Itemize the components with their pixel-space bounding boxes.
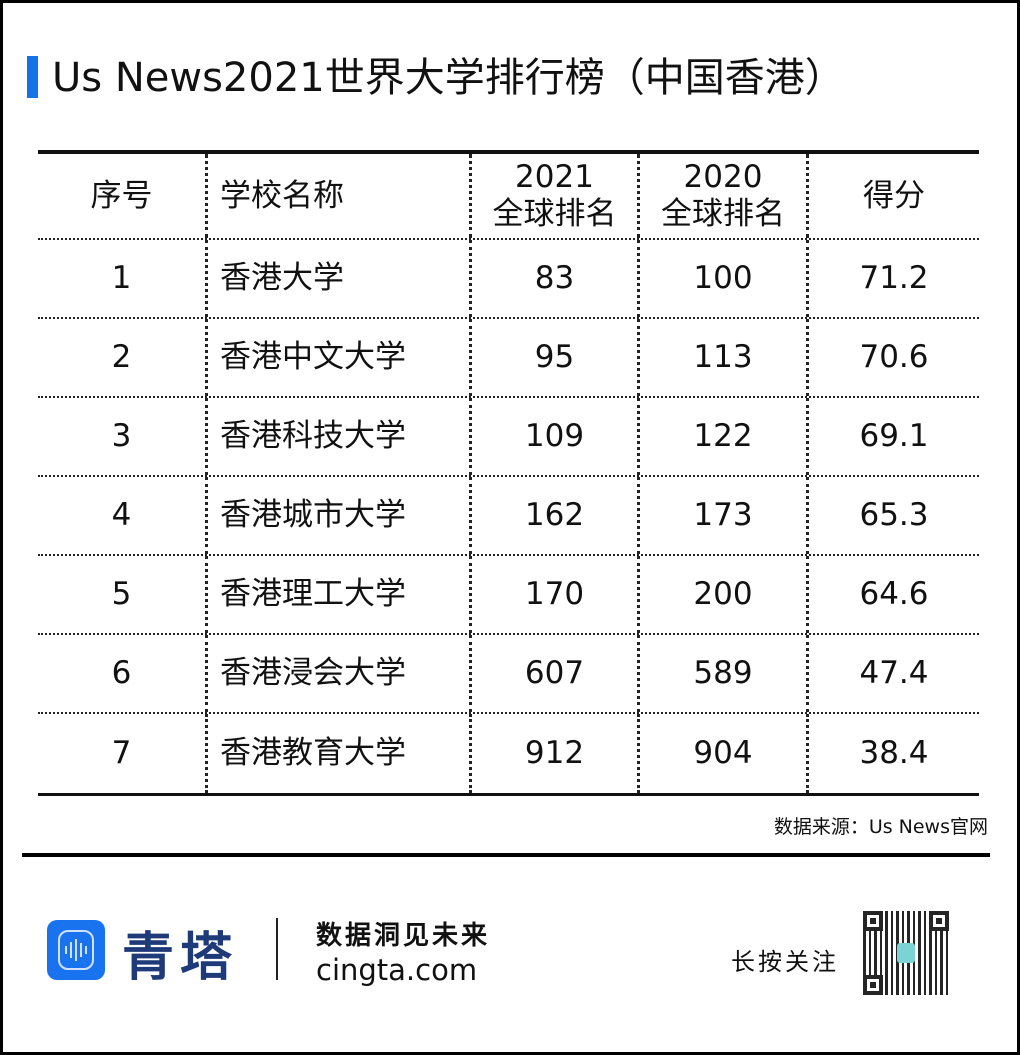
cell-rank-2020: 122: [640, 398, 809, 475]
table-row: 7 香港教育大学 912 904 38.4: [38, 714, 979, 793]
cell-score: 38.4: [859, 735, 929, 771]
brand-name: 青塔: [122, 927, 239, 988]
cell-school: 香港大学: [208, 240, 472, 317]
cell-index: 4: [38, 477, 208, 554]
table-row: 2 香港中文大学 95 113 70.6: [38, 319, 979, 398]
cell-rank-2021: 83: [472, 240, 640, 317]
qr-code[interactable]: [863, 911, 949, 995]
cell-score: 71.2: [859, 260, 929, 296]
cell-score: 69.1: [859, 418, 929, 454]
cell-index: 1: [38, 240, 208, 317]
cell-index: 5: [38, 556, 208, 633]
cell-rank-2021: 109: [472, 398, 640, 475]
cell-school: 香港科技大学: [208, 398, 472, 475]
header-rank-2021: 2021 全球排名: [472, 154, 640, 238]
page-title: Us News2021世界大学排行榜（中国香港）: [52, 55, 845, 101]
qr-center-logo-icon: [897, 943, 915, 963]
cell-score: 70.6: [859, 339, 929, 375]
cell-rank-2020: 589: [640, 635, 809, 712]
footer-divider: [22, 853, 990, 857]
footer-separator: [276, 918, 278, 980]
cell-rank-2021: 607: [472, 635, 640, 712]
header-rank: 序号: [38, 154, 208, 238]
cell-school: 香港教育大学: [208, 714, 472, 793]
cell-rank-2020: 173: [640, 477, 809, 554]
ranking-table: 序号 学校名称 2021 全球排名 2020 全球排名 得分 1 香港大学 83 100 71.2…: [38, 150, 979, 796]
header-rank-2020: 2020 全球排名: [640, 154, 809, 238]
cell-rank-2020: 113: [640, 319, 809, 396]
cell-school: 香港理工大学: [208, 556, 472, 633]
table-row: 6 香港浸会大学 607 589 47.4: [38, 635, 979, 714]
cingta-logo-icon: [47, 920, 105, 980]
table-header-row: 序号 学校名称 2021 全球排名 2020 全球排名 得分: [38, 154, 979, 240]
cell-score: 65.3: [859, 497, 929, 533]
title-accent-bar: [27, 56, 38, 98]
table-row: 5 香港理工大学 170 200 64.6: [38, 556, 979, 635]
cell-score: 64.6: [859, 576, 929, 612]
cell-index: 3: [38, 398, 208, 475]
slogan: 数据洞见未来: [316, 921, 491, 951]
cell-rank-2020: 100: [640, 240, 809, 317]
cell-school: 香港浸会大学: [208, 635, 472, 712]
cell-rank-2021: 95: [472, 319, 640, 396]
website-link[interactable]: cingta.com: [316, 953, 478, 987]
cell-school: 香港城市大学: [208, 477, 472, 554]
cell-rank-2020: 200: [640, 556, 809, 633]
cell-index: 2: [38, 319, 208, 396]
cell-score: 47.4: [859, 655, 929, 691]
cell-rank-2021: 170: [472, 556, 640, 633]
cell-rank-2021: 912: [472, 714, 640, 793]
table-row: 4 香港城市大学 162 173 65.3: [38, 477, 979, 556]
cell-school: 香港中文大学: [208, 319, 472, 396]
header-score: 得分: [863, 177, 925, 214]
header-school: 学校名称: [208, 154, 472, 238]
follow-prompt: 长按关注: [731, 948, 839, 976]
cell-rank-2021: 162: [472, 477, 640, 554]
table-row: 3 香港科技大学 109 122 69.1: [38, 398, 979, 477]
data-source: 数据来源：Us News官网: [773, 816, 988, 838]
cell-rank-2020: 904: [640, 714, 809, 793]
cell-index: 7: [38, 714, 208, 793]
table-row: 1 香港大学 83 100 71.2: [38, 240, 979, 319]
cell-index: 6: [38, 635, 208, 712]
